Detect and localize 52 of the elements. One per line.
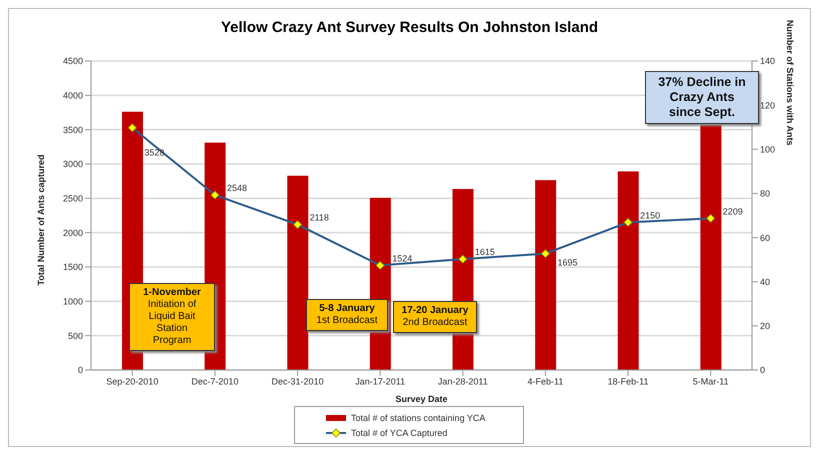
y2-tick-label: 100 <box>760 144 776 154</box>
text-box: 37% Decline in Crazy Ants since Sept. <box>645 71 759 124</box>
x-tick-label: 5-Mar-11 <box>692 376 729 386</box>
data-label: 1695 <box>557 258 578 268</box>
y2-tick-label: 20 <box>760 321 770 332</box>
annotation: 1-November Initiation of Liquid Bait Station Program <box>142 287 202 347</box>
bar <box>535 180 556 370</box>
y2-tick-label: 120 <box>760 100 776 110</box>
y2-tick-label: 40 <box>760 276 770 287</box>
y2-tick-label: 60 <box>760 232 770 243</box>
y-tick-label: 3500 <box>62 124 83 135</box>
y2-axis-title: Number of Stations with Ants <box>784 20 795 146</box>
y2-tick-label: 0 <box>760 365 766 376</box>
bar <box>618 171 639 370</box>
annotation: 37% Decline in Crazy Ants since Sept. <box>657 75 747 120</box>
y-tick-label: 4500 <box>62 56 83 66</box>
data-label: 2118 <box>310 212 329 223</box>
data-label: 3528 <box>144 148 164 158</box>
y-tick-label: 0 <box>78 365 83 376</box>
data-label: 1524 <box>392 253 412 264</box>
y2-tick-label: 80 <box>760 188 770 199</box>
y-tick-label: 1500 <box>62 262 83 272</box>
data-label: 2209 <box>722 206 743 216</box>
y2-tick-label: 140 <box>760 56 776 66</box>
x-tick-label: Sep-20-2010 <box>106 376 158 386</box>
data-label: 2150 <box>640 210 660 220</box>
x-tick-label: 18-Feb-11 <box>608 376 648 386</box>
text-box: 5-8 January 1st Broadcast <box>306 299 388 331</box>
bar <box>700 125 722 370</box>
x-tick-label: Dec-7-2010 <box>191 376 238 386</box>
y-tick-label: 500 <box>68 330 83 341</box>
annotation: 17-20 January 2nd Broadcast <box>400 305 470 329</box>
legend-label: Total # of YCA Captured <box>351 428 448 438</box>
y-tick-label: 1000 <box>62 296 83 307</box>
x-tick-label: 4-Feb-11 <box>528 376 564 386</box>
data-label: 2548 <box>226 183 247 194</box>
x-tick-label: Jan-28-2011 <box>438 376 488 386</box>
x-tick-label: Jan-17-2011 <box>355 376 406 386</box>
x-tick-label: Dec-31-2010 <box>272 376 324 386</box>
data-label: 1615 <box>474 247 495 258</box>
y-tick-label: 2500 <box>62 194 83 204</box>
annotation: 5-8 January 1st Broadcast <box>315 303 379 327</box>
y-tick-label: 4000 <box>62 90 83 101</box>
y-axis-title: Total Number of Ants captured <box>36 154 46 286</box>
y-tick-label: 2000 <box>62 228 83 238</box>
legend-label: Total # of stations containing YCA <box>351 412 486 422</box>
y-tick-label: 3000 <box>62 159 83 170</box>
chart-title: Yellow Crazy Ant Survey Results On Johnston Island <box>220 19 598 36</box>
bar <box>287 176 308 370</box>
text-box: 1-November Initiation of Liquid Bait Station Program <box>129 283 215 351</box>
text-box: 17-20 January 2nd Broadcast <box>393 301 477 333</box>
x-axis-title: Survey Date <box>395 394 448 404</box>
